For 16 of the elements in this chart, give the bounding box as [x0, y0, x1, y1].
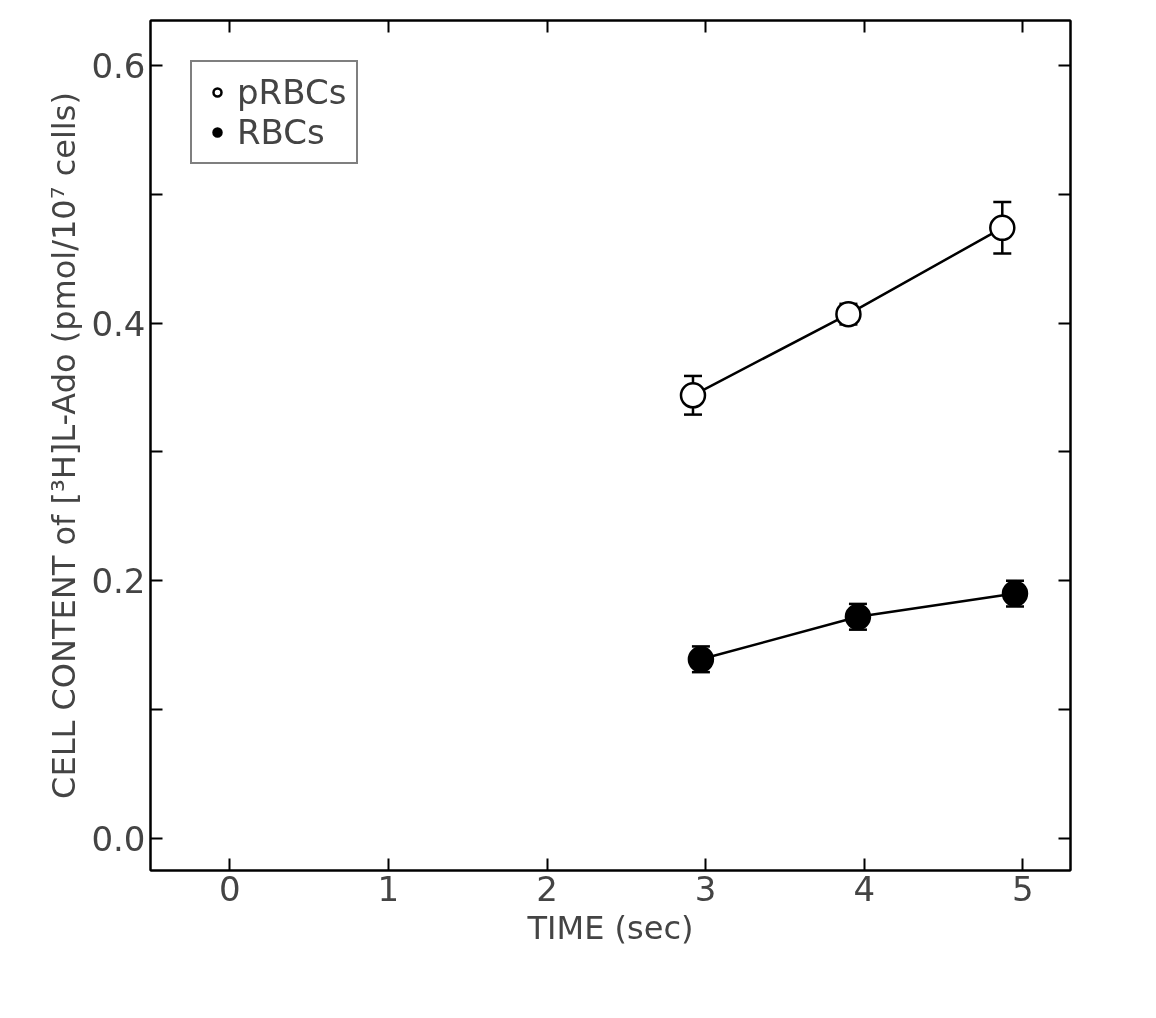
- legend-label: pRBCs: [237, 72, 347, 112]
- y-tick-label: 0.4: [91, 303, 146, 344]
- x-tick-label: 3: [694, 868, 717, 909]
- x-tick-label: 1: [377, 868, 400, 909]
- y-axis-title: CELL CONTENT of [³H]L-Ado (pmol/10⁷ cells): [45, 92, 84, 799]
- point: [989, 214, 1016, 242]
- legend-label: RBCs: [237, 112, 325, 152]
- point: [679, 382, 707, 409]
- x-tick-label: 5: [1012, 868, 1034, 909]
- x-axis-title: TIME (sec): [526, 908, 694, 947]
- y-tick-label: 0.6: [91, 46, 146, 87]
- x-tick-label: 2: [536, 868, 558, 909]
- x-tick-label: 4: [853, 868, 876, 909]
- y-tick-label: 0.2: [91, 561, 146, 602]
- y-tick-label: 0.0: [91, 818, 146, 859]
- x-tick-label: 0: [218, 868, 241, 909]
